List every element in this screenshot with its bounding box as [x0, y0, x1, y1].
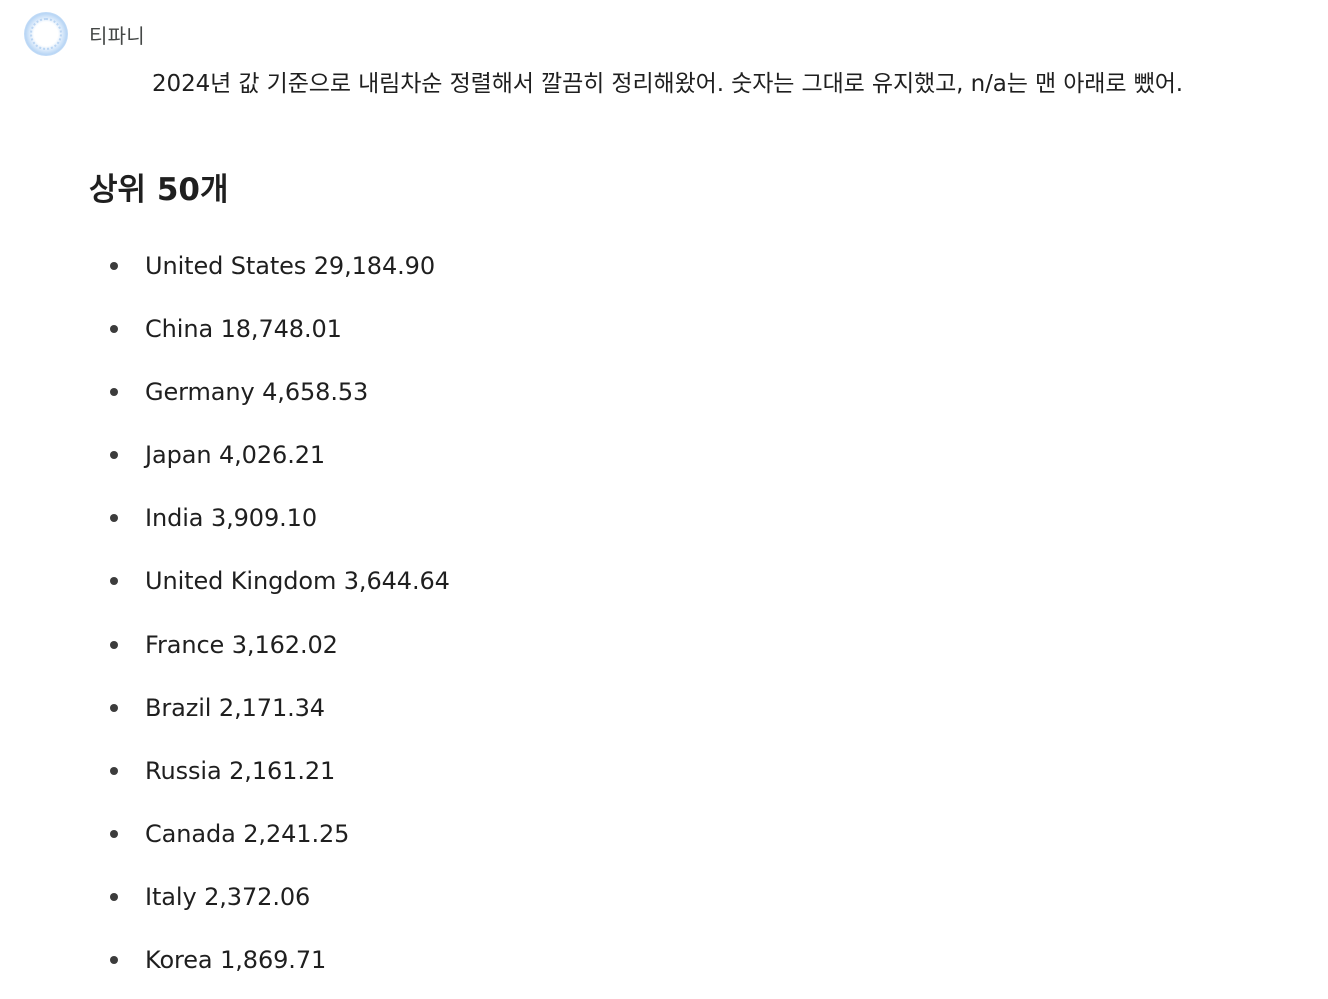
country-value: 4,658.53 — [262, 378, 369, 407]
bullet-icon — [110, 829, 118, 838]
country-value: 3,644.64 — [343, 567, 450, 596]
list-item-text: United Kingdom 3,644.64 — [145, 561, 450, 601]
country-name: Russia — [145, 756, 222, 785]
country-name: Canada — [145, 819, 236, 848]
bullet-icon — [110, 640, 118, 649]
country-name: Korea — [145, 946, 213, 975]
country-value: 2,171.34 — [218, 693, 325, 722]
section-heading: 상위 50개 — [89, 172, 229, 208]
country-value: 3,909.10 — [210, 504, 318, 533]
list-item-text: Brazil 2,171.34 — [145, 688, 325, 728]
list-item-text: Russia 2,161.21 — [145, 751, 335, 791]
bullet-icon — [110, 451, 118, 460]
country-name: Germany — [145, 378, 255, 407]
country-value: 2,161.21 — [229, 756, 336, 785]
list-item-text: Canada 2,241.25 — [145, 814, 349, 854]
country-value: 18,748.01 — [220, 315, 342, 344]
country-name: France — [145, 630, 225, 659]
country-value: 2,372.06 — [204, 882, 311, 911]
bullet-icon — [110, 577, 118, 586]
list-item-text: Germany 4,658.53 — [145, 372, 368, 412]
country-value: 29,184.90 — [313, 252, 435, 280]
country-name: United States — [145, 252, 307, 280]
list-item-text: Korea 1,869.71 — [145, 940, 326, 980]
bullet-icon — [110, 262, 118, 270]
bullet-icon — [110, 892, 118, 901]
country-name: Japan — [145, 441, 212, 470]
list-item-text: Japan 4,026.21 — [145, 435, 325, 475]
bullet-icon — [110, 514, 118, 523]
country-value: 2,241.25 — [243, 819, 350, 848]
country-value: 4,026.21 — [218, 441, 326, 470]
country-value: 3,162.02 — [231, 630, 338, 659]
bullet-icon — [110, 325, 118, 334]
list-item-text: France 3,162.02 — [145, 625, 338, 665]
message-intro-text: 2024년 값 기준으로 내림차순 정렬해서 깔끔히 정리해왔어. 숫자는 그대… — [152, 71, 1183, 97]
country-name: Brazil — [145, 693, 212, 722]
message-header: 티파니 — [24, 12, 145, 56]
country-value: 1,869.71 — [220, 946, 327, 975]
country-name: India — [145, 504, 204, 533]
bullet-icon — [110, 956, 118, 965]
list-item-text: United States 29,184.90 — [145, 246, 435, 286]
assistant-avatar-icon — [24, 12, 68, 56]
country-name: United Kingdom — [145, 567, 337, 596]
list-item-text: China 18,748.01 — [145, 309, 342, 349]
bullet-icon — [110, 766, 118, 775]
sender-name: 티파니 — [89, 23, 145, 48]
country-name: Italy — [145, 882, 197, 911]
list-item-text: Italy 2,372.06 — [145, 877, 310, 917]
list-item-text: India 3,909.10 — [145, 498, 317, 538]
bullet-icon — [110, 388, 118, 397]
country-name: China — [145, 315, 214, 344]
bullet-icon — [110, 703, 118, 712]
